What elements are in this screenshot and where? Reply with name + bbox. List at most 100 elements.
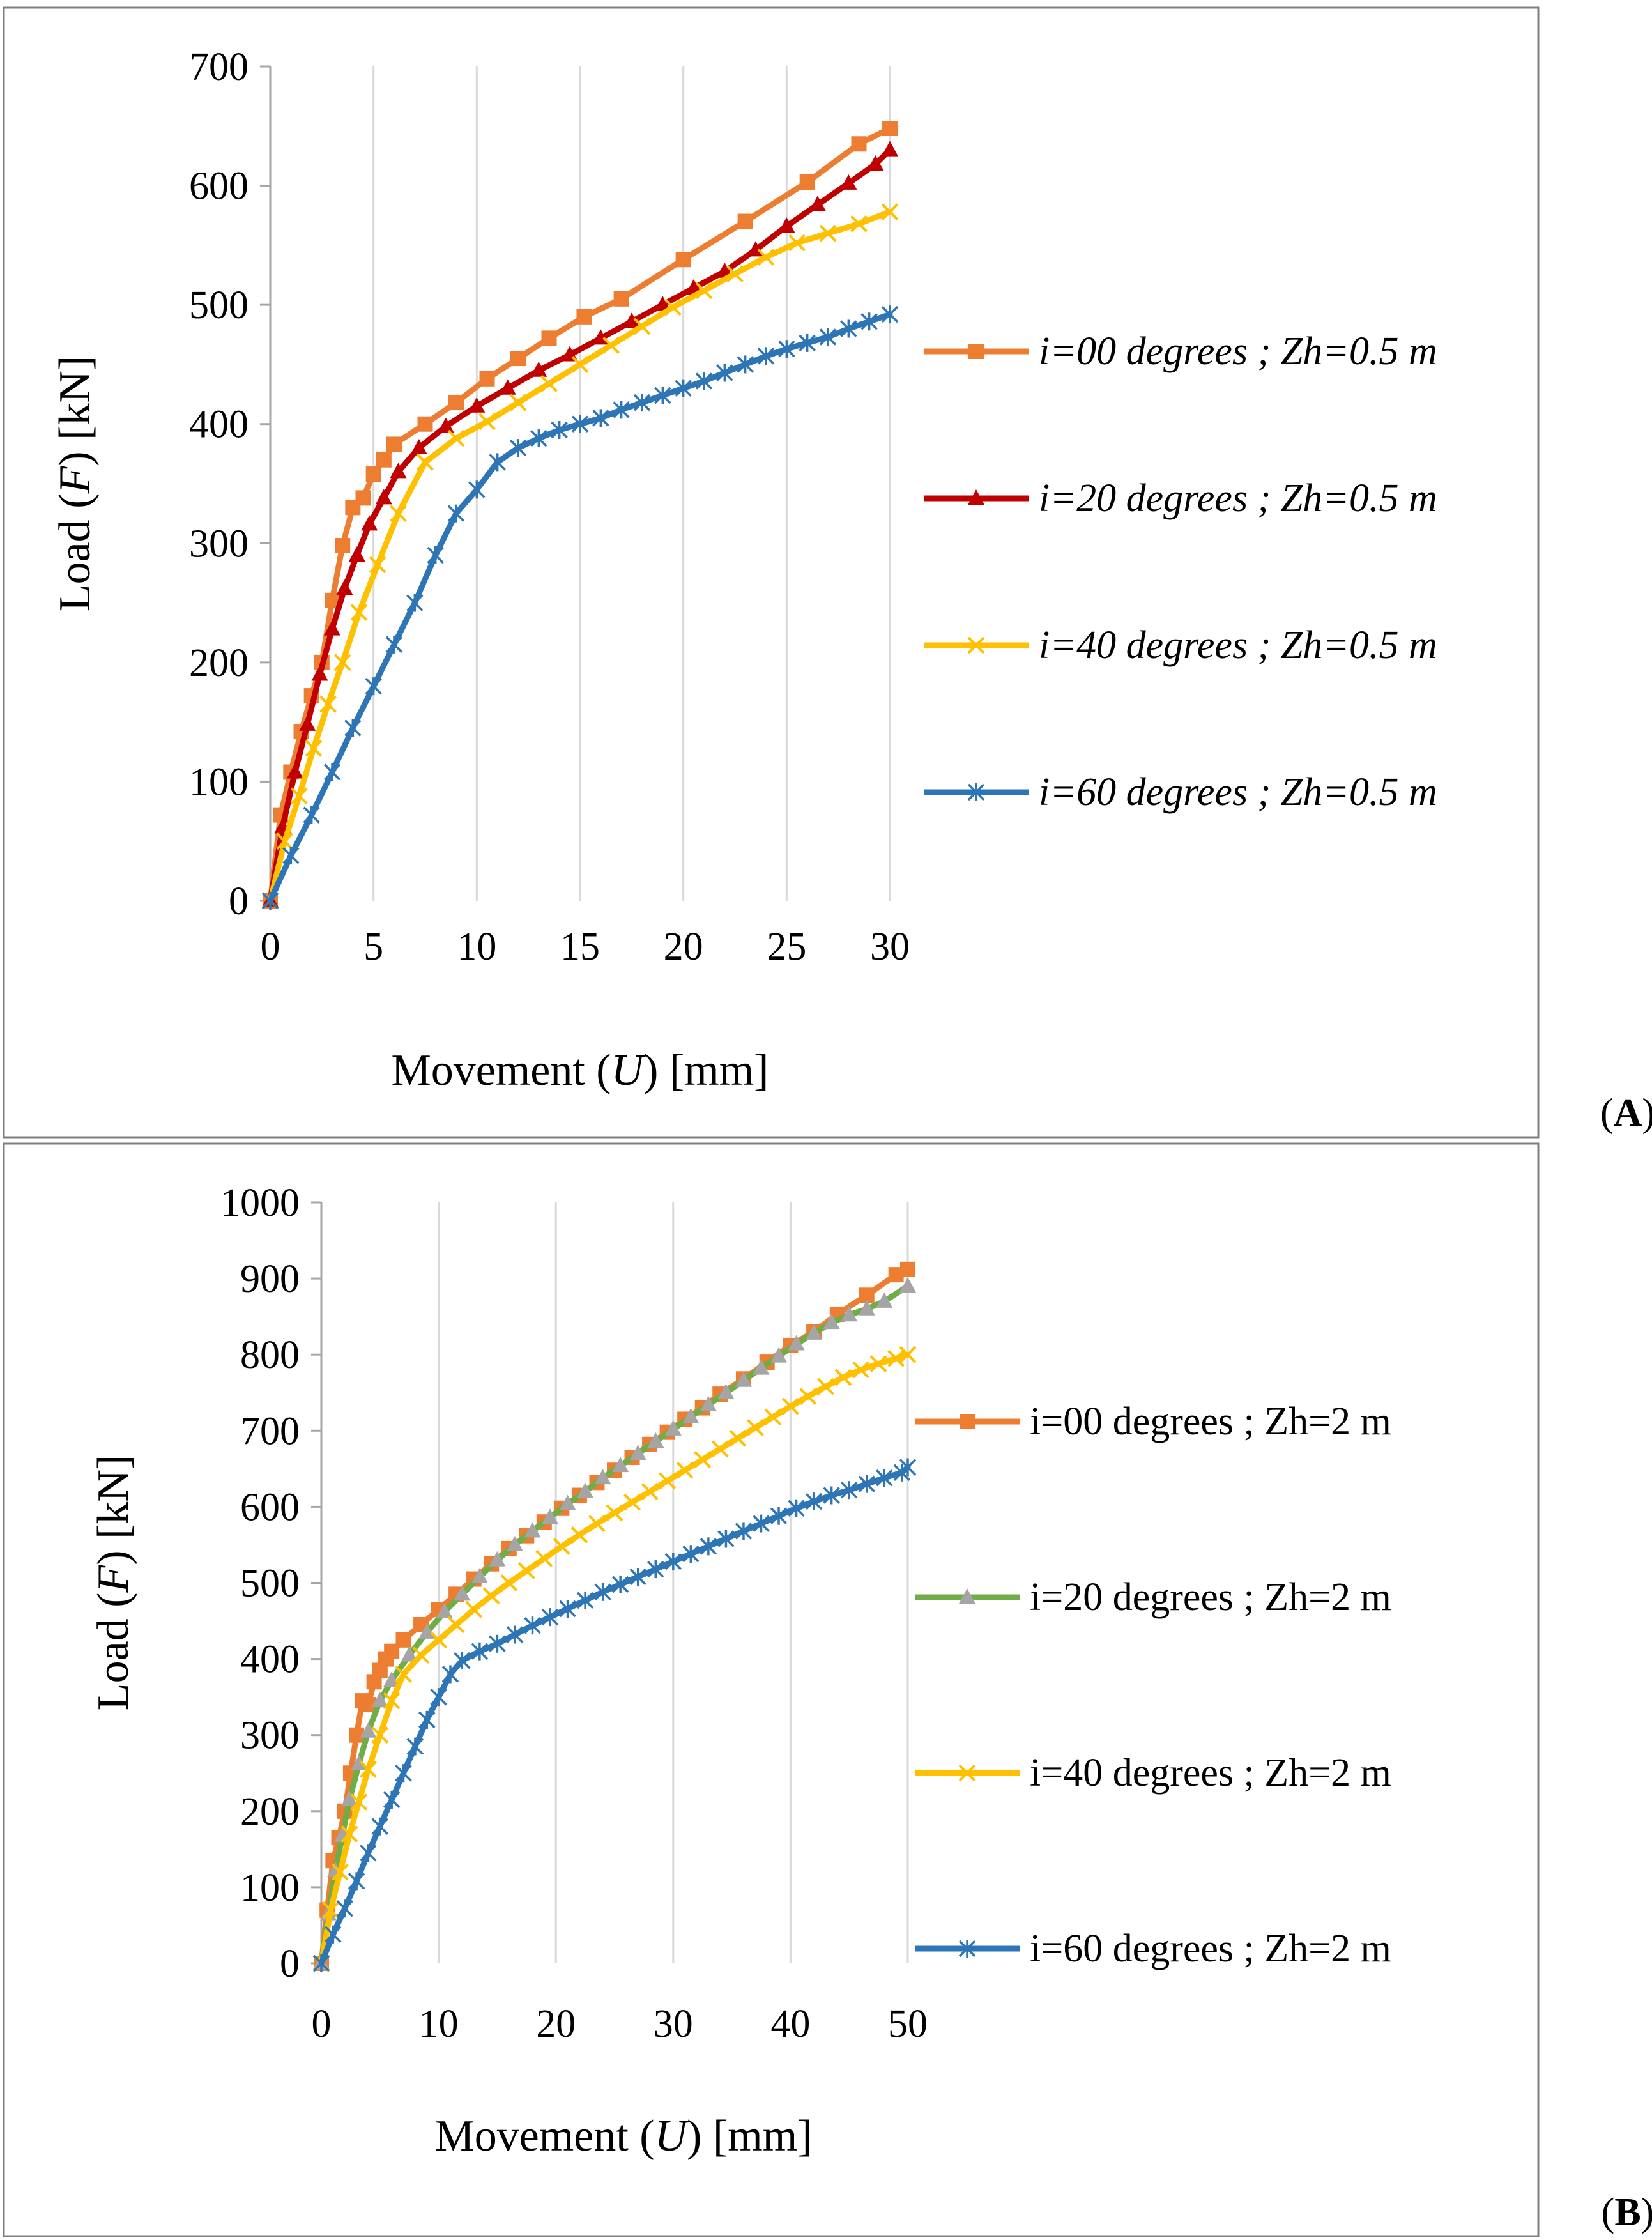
panel-b-series-2-point-25	[694, 1451, 712, 1468]
panel-b-series-2-point-5	[360, 1760, 377, 1778]
panel-b-y-tick-label-3: 300	[240, 1714, 300, 1758]
panel-a-series-0-point-11	[376, 452, 392, 468]
panel-a-series-3-point-1	[282, 847, 300, 865]
panel-a-series-3-point-22	[716, 364, 733, 382]
panel-b-legend-1-label: i=20 degrees ; Zh=2 m	[1030, 1576, 1391, 1619]
panel-b-series-2-point-1	[322, 1901, 340, 1919]
panel-a-series-2-point-6	[350, 604, 368, 621]
panel-b-series-1-point-20	[594, 1469, 611, 1485]
panel-b-y-tick-label-7: 700	[240, 1409, 300, 1453]
panel-b-chart: 0 100 200 300 400 500 600 700 800 900 1000 0 10 20 30 4…	[89, 1181, 1391, 2161]
panel-b-frame	[3, 1142, 1540, 2237]
panel-a-series-2-point-3	[305, 739, 323, 757]
panel-b-series-1-point-25	[682, 1408, 700, 1423]
panel-b-series-3-point-29	[753, 1514, 770, 1533]
panel-a-series-0-point-10	[365, 466, 381, 482]
panel-b-series-2-point-17	[553, 1537, 570, 1555]
panel-a-series-3-point-15	[571, 415, 589, 433]
panel-a-series-3-point-10	[468, 480, 486, 499]
panel-b-series-3-point-24	[664, 1553, 682, 1571]
panel-a-y-tick-label-4: 400	[189, 403, 249, 447]
panel-b-series-2-point-3	[340, 1825, 358, 1843]
panel-a-series-0-point-9	[355, 490, 371, 506]
panel-a-series-3-point-23	[737, 355, 754, 374]
panel-b-y-tick-label-4: 400	[240, 1638, 300, 1682]
panel-b-series-2-point-28	[746, 1419, 764, 1436]
panel-a-series-3-point-28	[840, 319, 857, 338]
panel-b-series-1-point-15	[506, 1535, 523, 1551]
panel-a-series-3-point-4	[344, 719, 362, 737]
panel-a-x-tick-label-5: 25	[767, 925, 806, 969]
panel-b-x-tick-label-3: 30	[654, 2002, 693, 2046]
panel-b-series-1-point-9	[401, 1646, 418, 1662]
panel-b-series-1-point-18	[559, 1494, 576, 1510]
panel-b-y-tick-label-2: 200	[240, 1790, 300, 1834]
panel-b-series-2-point-7	[383, 1692, 401, 1710]
panel-b-series-2-point-37	[899, 1346, 917, 1363]
panel-a-y-tick-label-5: 500	[189, 284, 249, 327]
panel-a-series-3-point-21	[695, 372, 713, 390]
panel-a-series-1-point-15	[530, 361, 547, 377]
panel-b-series-3-point-25	[682, 1545, 700, 1563]
panel-a-series-0-point-16	[510, 351, 526, 367]
panel-b-series-2-point-20	[606, 1504, 623, 1522]
panel-b-series-1-point-35	[858, 1300, 875, 1316]
panel-a-series-1-point-27	[882, 141, 898, 157]
panel-b-series-3-point-10	[430, 1688, 447, 1707]
panel-b-series-1-point-4	[341, 1790, 358, 1806]
panel-a-series-3-point-0	[261, 892, 279, 910]
panel-b-series-3-point-8	[406, 1737, 424, 1756]
panel-a-series-3-point-18	[633, 394, 651, 412]
panel-b-series-2-point-6	[371, 1726, 389, 1744]
panel-a-series-3-point-30	[881, 305, 899, 324]
panel-b-series-2-point-12	[465, 1600, 483, 1618]
panel-b-series-1-point-24	[664, 1420, 682, 1436]
panel-b-series-2-point-29	[764, 1408, 782, 1426]
panel-b-label: (B)	[1602, 2191, 1652, 2234]
panel-a-series-2-point-5	[333, 654, 351, 671]
panel-a-series-1-point-2	[286, 763, 303, 779]
panel-b-series-2-point-4	[350, 1793, 368, 1811]
panel-b-series-1-point-12	[454, 1585, 471, 1601]
panel-b-series-3-point-14	[489, 1634, 506, 1653]
panel-b-legend-0-marker	[960, 1414, 975, 1429]
panel-a-legend-2-marker	[967, 636, 985, 654]
panel-a-series-3-point-3	[323, 763, 341, 781]
panel-a-x-tick-label-2: 10	[457, 925, 496, 969]
panel-b-series-1-point-5	[350, 1754, 367, 1770]
panel-a-series-0-point-13	[417, 416, 433, 432]
panel-b-y-tick-label-10: 1000	[220, 1181, 300, 1225]
panel-b-legend-1-marker	[959, 1588, 975, 1604]
panel-a-frame	[3, 6, 1540, 1139]
panel-b-series-2-point-8	[395, 1666, 412, 1683]
panel-b-series-3-point-13	[471, 1642, 489, 1661]
panel-a-legend-0-label: i=00 degrees ; Zh=0.5 m	[1039, 330, 1437, 373]
panel-a-legend-3-label: i=60 degrees ; Zh=0.5 m	[1039, 771, 1437, 814]
panel-b-series-2-point-10	[430, 1631, 448, 1649]
panel-b-series-2-point-16	[535, 1549, 553, 1567]
panel-a-y-tick-label-2: 200	[189, 641, 249, 685]
panel-a-series-1-line	[267, 147, 893, 904]
panel-a-series-1-point-23	[778, 217, 795, 233]
panel-b-x-tick-label-4: 40	[770, 2002, 810, 2046]
panel-a-series-2-point-16	[633, 318, 651, 335]
panel-a-series-0-point-12	[386, 436, 402, 452]
panel-b-series-2-point-19	[588, 1515, 606, 1533]
panel-b-series-3-point-36	[876, 1469, 893, 1487]
panel-b-series-3-point-7	[395, 1764, 412, 1783]
panel-a-series-0-point-14	[448, 395, 464, 411]
panel-b-series-2-point-36	[887, 1349, 905, 1367]
panel-b-series-3-point-1	[325, 1925, 342, 1944]
panel-b-series-1-point-16	[524, 1522, 541, 1538]
panel-b-series-1-point-30	[770, 1347, 788, 1363]
panel-b-series-3-point-22	[629, 1567, 646, 1586]
panel-a-series-0-point-19	[613, 291, 629, 307]
panel-b-series-1-point-36	[876, 1292, 893, 1308]
panel-b-series-1-point-22	[629, 1445, 646, 1461]
panel-a-series-2-point-23	[850, 215, 868, 233]
panel-a-label: (A)	[1600, 1091, 1652, 1135]
panel-b-y-tick-label-5: 500	[240, 1562, 300, 1606]
panel-b-legend-2-label: i=40 degrees ; Zh=2 m	[1030, 1751, 1391, 1795]
panel-a-series-3-point-17	[613, 401, 630, 419]
